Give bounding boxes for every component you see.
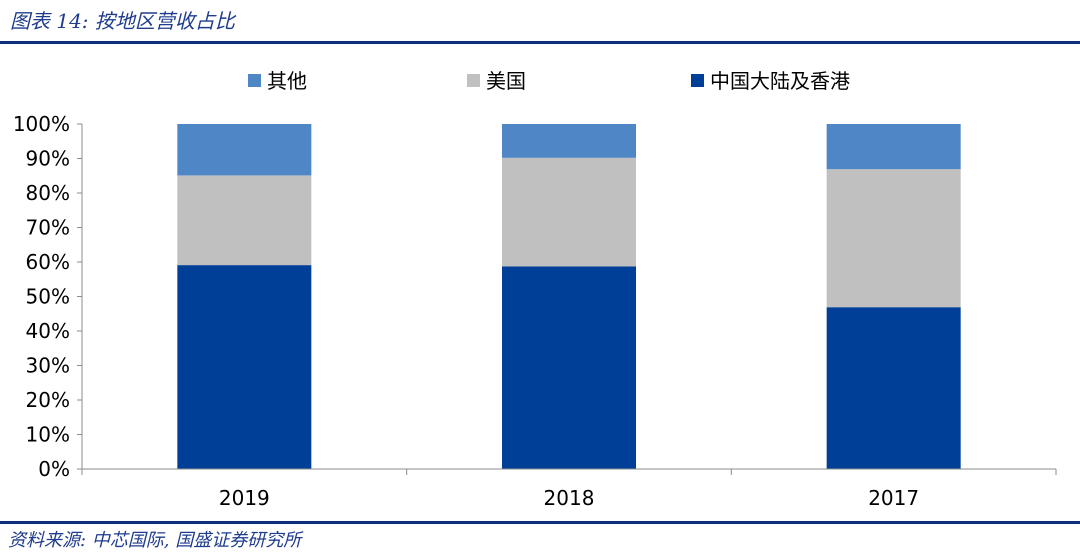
stacked-bar-chart: 其他 美国 中国大陆及香港 0% 10% 20% 30% 40% 50% 60% 70% 80% 90… xyxy=(13,69,1057,510)
bar-segment xyxy=(826,307,961,469)
x-tick-label: 2017 xyxy=(868,486,919,510)
y-tick-label: 70% xyxy=(26,216,70,240)
bar-segment xyxy=(502,157,636,267)
bar-segment xyxy=(502,124,636,158)
bar-segment xyxy=(826,124,961,170)
bar-segment xyxy=(177,124,312,176)
y-tick-label: 0% xyxy=(38,457,70,481)
y-tick-label: 90% xyxy=(26,147,70,171)
x-axis: 2019 2018 2017 xyxy=(81,468,1057,510)
figure-caption: 图表 14: 按地区营收占比 xyxy=(10,9,235,33)
bar-segment xyxy=(177,175,312,266)
y-axis: 0% 10% 20% 30% 40% 50% 60% 70% 80% 90% 100% xyxy=(13,112,83,481)
y-tick-label: 80% xyxy=(26,181,70,205)
y-tick-label: 60% xyxy=(26,250,70,274)
bar-segment xyxy=(502,266,636,469)
bars xyxy=(177,124,961,469)
legend-label: 美国 xyxy=(486,69,526,93)
y-tick-label: 40% xyxy=(26,319,70,343)
y-tick-label: 100% xyxy=(13,112,70,136)
y-tick-label: 50% xyxy=(26,285,70,309)
source-note: 资料来源: 中芯国际, 国盛证券研究所 xyxy=(8,530,302,551)
bottom-rule xyxy=(0,521,1080,524)
bar-segment xyxy=(826,169,961,308)
y-tick-label: 20% xyxy=(26,388,70,412)
x-tick-label: 2018 xyxy=(544,486,595,510)
y-tick-label: 10% xyxy=(26,423,70,447)
top-rule xyxy=(0,41,1080,44)
legend-label: 其他 xyxy=(267,69,307,93)
legend-swatch xyxy=(248,74,261,87)
x-tick-label: 2019 xyxy=(219,486,270,510)
legend: 其他 美国 中国大陆及香港 xyxy=(248,69,850,93)
y-tick-label: 30% xyxy=(26,354,70,378)
bar-segment xyxy=(177,265,312,469)
legend-swatch xyxy=(467,74,480,87)
legend-swatch xyxy=(691,74,704,87)
legend-label: 中国大陆及香港 xyxy=(710,69,850,93)
